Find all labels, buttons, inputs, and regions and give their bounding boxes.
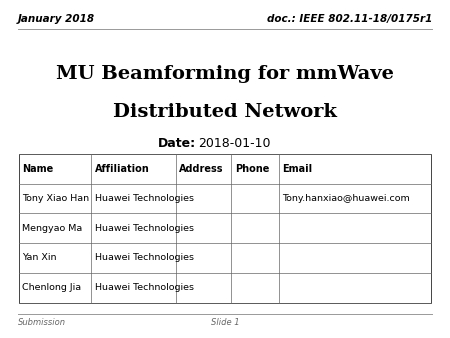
- Text: Address: Address: [179, 164, 224, 174]
- Text: Date:: Date:: [158, 137, 196, 150]
- Text: Submission: Submission: [18, 318, 66, 328]
- Text: Email: Email: [282, 164, 312, 174]
- Text: Tony.hanxiao@huawei.com: Tony.hanxiao@huawei.com: [282, 194, 410, 203]
- Text: Phone: Phone: [235, 164, 269, 174]
- Text: Slide 1: Slide 1: [211, 318, 239, 328]
- Text: Huawei Technologies: Huawei Technologies: [94, 194, 194, 203]
- Text: 2018-01-10: 2018-01-10: [198, 137, 270, 150]
- Text: Yan Xin: Yan Xin: [22, 254, 57, 262]
- Text: Distributed Network: Distributed Network: [113, 102, 337, 121]
- Text: Mengyao Ma: Mengyao Ma: [22, 224, 83, 233]
- Text: Affiliation: Affiliation: [94, 164, 149, 174]
- Text: Huawei Technologies: Huawei Technologies: [94, 254, 194, 262]
- Text: Huawei Technologies: Huawei Technologies: [94, 283, 194, 292]
- Text: MU Beamforming for mmWave: MU Beamforming for mmWave: [56, 65, 394, 83]
- Text: Name: Name: [22, 164, 54, 174]
- Text: Tony Xiao Han: Tony Xiao Han: [22, 194, 90, 203]
- Text: doc.: IEEE 802.11-18/0175r1: doc.: IEEE 802.11-18/0175r1: [266, 14, 432, 24]
- Text: Chenlong Jia: Chenlong Jia: [22, 283, 81, 292]
- Text: January 2018: January 2018: [18, 14, 95, 24]
- Bar: [19, 154, 431, 303]
- Text: Huawei Technologies: Huawei Technologies: [94, 224, 194, 233]
